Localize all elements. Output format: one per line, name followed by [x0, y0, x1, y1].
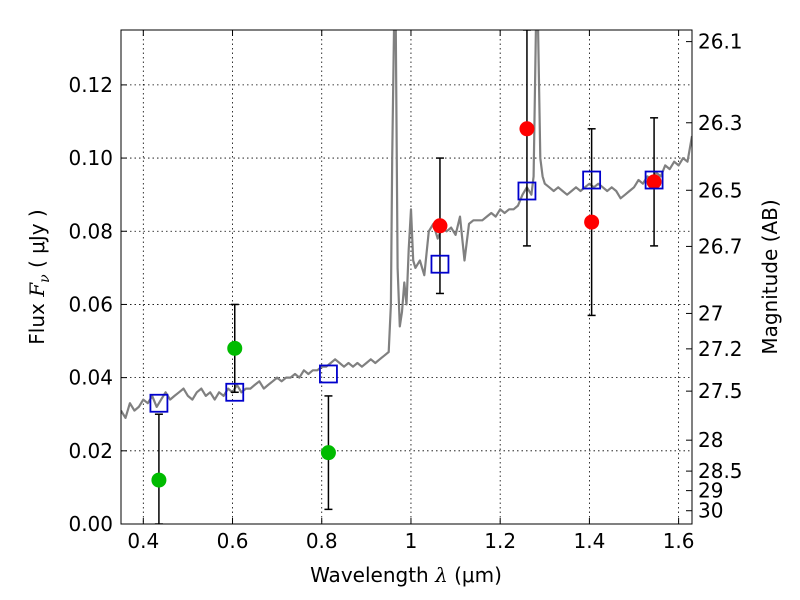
magnitude-tick-label: 29 [698, 479, 723, 503]
x-tick-label: 1 [405, 529, 418, 553]
green-points-series [151, 340, 336, 488]
green-point [320, 445, 336, 461]
y-tick-label: 0.12 [68, 73, 113, 97]
red-point [432, 218, 448, 234]
magnitude-tick-label: 26.1 [698, 30, 743, 54]
x-tick-label: 1.6 [663, 529, 695, 553]
grid-lines [121, 30, 692, 524]
red-point [584, 214, 600, 230]
green-point [151, 472, 167, 488]
magnitude-tick-label: 27.5 [698, 379, 743, 403]
spectrum-series [121, 30, 692, 419]
model-square [582, 170, 602, 190]
x-tick-label: 0.4 [127, 529, 159, 553]
model-square [319, 364, 338, 384]
green-point [227, 340, 243, 356]
y-tick-label: 0.06 [68, 292, 113, 316]
magnitude-axis-label: Magnitude (AB) [758, 199, 782, 354]
spectrum-line [121, 30, 692, 419]
y-tick-label: 0.02 [68, 439, 113, 463]
model-squares-series [149, 170, 664, 413]
magnitude-tick-label: 26.7 [698, 234, 743, 258]
magnitude-tick-label: 26.3 [698, 111, 743, 135]
magnitude-tick-label: 28.5 [698, 459, 743, 483]
y-tick-label: 0.04 [68, 366, 113, 390]
red-point [519, 121, 535, 137]
magnitude-tick-label: 26.5 [698, 178, 743, 202]
red-point [646, 174, 662, 190]
x-axis-ticks: 0.4 0.6 0.8 1 1.2 1.4 1.6 [127, 30, 695, 553]
x-tick-label: 0.6 [217, 529, 249, 553]
model-square [644, 170, 664, 190]
y-axis-label: Flux Fν ( μJy ) [25, 209, 53, 344]
x-axis-label: Wavelength λ (μm) [310, 563, 502, 587]
x-tick-label: 0.8 [306, 529, 338, 553]
x-tick-label: 1.4 [573, 529, 605, 553]
red-points-series [432, 121, 662, 234]
model-square [430, 254, 450, 274]
x-tick-label: 1.2 [484, 529, 516, 553]
magnitude-tick-label: 27.2 [698, 337, 743, 361]
model-square [517, 181, 537, 201]
y-axis-ticks: 0.00 0.02 0.04 0.06 0.08 0.10 0.12 [68, 73, 127, 536]
magnitude-tick-label: 27 [698, 301, 723, 325]
magnitude-tick-label: 30 [698, 499, 723, 523]
model-square [225, 382, 245, 402]
y-tick-label: 0.08 [68, 219, 113, 243]
plot-frame [120, 29, 693, 525]
model-square [149, 393, 169, 413]
y-tick-label: 0.10 [68, 146, 113, 170]
magnitude-tick-label: 28 [698, 428, 723, 452]
y-tick-label: 0.00 [68, 512, 113, 536]
